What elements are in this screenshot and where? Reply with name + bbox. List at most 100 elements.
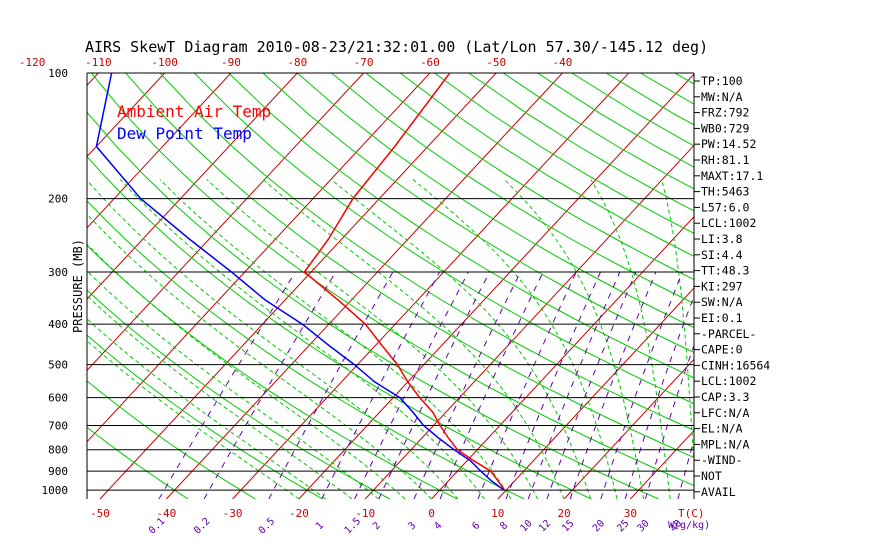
dry-adiabat	[159, 73, 694, 431]
dry-adiabat	[87, 111, 659, 499]
moist-adiabat	[661, 179, 694, 470]
panel-item: SI:4.4	[701, 248, 743, 262]
mixing-ratio-unit-label: W(g/kg)	[668, 520, 710, 531]
mixing-ratio-line	[624, 294, 694, 499]
panel-item: FRZ:792	[701, 106, 749, 120]
mixing-ratio-label: 4	[432, 520, 444, 532]
pressure-tick-label: 900	[48, 465, 68, 478]
moist-adiabat	[330, 179, 592, 499]
bottom-temp-label: -10	[355, 507, 375, 520]
panel-item: LFC:N/A	[701, 406, 750, 420]
pressure-tick-label: 700	[48, 420, 68, 433]
dry-adiabat	[193, 73, 694, 405]
mixing-ratio-label: 25	[615, 518, 631, 534]
mixing-ratio-label: 6	[470, 520, 482, 532]
dewpoint-profile-line	[95, 73, 505, 491]
isotherm-line	[165, 73, 563, 499]
moist-adiabat	[87, 270, 379, 499]
moist-adiabat	[159, 179, 512, 499]
mixing-ratio-label: 10	[518, 518, 534, 534]
pressure-tick-label: 800	[48, 444, 68, 457]
bottom-temp-label: -20	[289, 507, 309, 520]
top-temp-label: -90	[221, 56, 241, 69]
bottom-temp-label: 20	[557, 507, 570, 520]
pressure-tick-label: 200	[48, 193, 68, 206]
panel-item: MPL:N/A	[701, 437, 750, 451]
panel-item: MW:N/A	[701, 90, 743, 104]
panel-item: -PARCEL-	[701, 327, 756, 341]
pressure-tick-label: 100	[48, 67, 68, 80]
mixing-ratio-line	[477, 271, 577, 499]
mixing-ratio-line	[413, 271, 521, 499]
mixing-ratio-line	[569, 271, 657, 499]
pressure-tick-label: 400	[48, 318, 68, 331]
dry-adiabat	[87, 200, 525, 499]
mixing-ratio-label: 15	[560, 518, 576, 534]
panel-item: LCL:1002	[701, 374, 756, 388]
isotherm-line	[87, 73, 166, 158]
panel-item: TT:48.3	[701, 264, 750, 278]
temp-unit-label: T(C)	[678, 507, 705, 520]
top-temp-label: -100	[151, 56, 178, 69]
panel-item: -WIND-	[701, 453, 743, 467]
moist-adiabat	[87, 243, 406, 499]
mixing-ratio-label: 0.2	[192, 516, 213, 537]
moist-adiabat	[87, 295, 353, 499]
mixing-ratio-label: 8	[498, 520, 510, 532]
moist-adiabat	[87, 179, 459, 499]
mixing-ratio-label: 1	[314, 520, 326, 532]
dry-adiabat	[434, 73, 694, 234]
mixing-ratio-line	[203, 271, 337, 499]
isotherm-line	[99, 73, 497, 499]
bottom-temp-label: 30	[624, 507, 637, 520]
top-temp-label: -40	[553, 56, 573, 69]
mixing-ratio-label: 30	[635, 518, 651, 534]
dry-adiabat	[399, 73, 694, 257]
y-axis-label: PRESSURE (MB)	[71, 239, 85, 333]
moist-adiabat	[262, 179, 565, 499]
panel-item: MAXT:17.1	[701, 169, 763, 183]
mixing-ratio-line	[378, 271, 491, 499]
panel-item: CAP:3.3	[701, 390, 750, 404]
isotherm-line	[87, 73, 364, 372]
mixing-ratio-label: 2	[371, 520, 383, 532]
legend-entry: Dew Point Temp	[117, 124, 252, 143]
panel-item: PW:14.52	[701, 137, 756, 151]
panel-item: LI:3.8	[701, 232, 743, 246]
dry-adiabat	[262, 73, 694, 353]
dry-adiabat	[87, 380, 256, 499]
top-temp-label: -80	[287, 56, 307, 69]
panel-item: CINH:16564	[701, 358, 770, 372]
isotherm-line	[0, 73, 32, 499]
mixing-ratio-line	[505, 271, 601, 499]
temperature-profile-line	[303, 73, 506, 491]
mixing-ratio-line	[527, 271, 621, 499]
bottom-temp-label: 10	[491, 507, 504, 520]
dry-adiabat	[87, 426, 189, 499]
mixing-ratio-label: 20	[591, 518, 607, 534]
top-temp-label: -50	[486, 56, 506, 69]
isotherm-line	[87, 73, 431, 443]
moist-adiabat	[412, 179, 618, 499]
isotherm-line	[497, 287, 694, 499]
bottom-temp-label: 0	[428, 507, 435, 520]
dry-adiabat	[87, 334, 323, 499]
panel-item: L57:6.0	[701, 200, 750, 214]
dry-adiabat	[331, 73, 694, 304]
mixing-ratio-label: 3	[406, 520, 418, 532]
moist-adiabat	[206, 179, 539, 499]
panel-item: TH:5463	[701, 185, 750, 199]
isotherm-line	[763, 73, 870, 499]
pressure-tick-label: 500	[48, 359, 68, 372]
dry-adiabat	[125, 73, 694, 459]
bottom-temp-label: -50	[90, 507, 110, 520]
legend-entry: Ambient Air Temp	[117, 102, 271, 121]
pressure-tick-label: 300	[48, 266, 68, 279]
panel-item: NOT	[701, 469, 722, 483]
panel-item: WB0:729	[701, 121, 750, 135]
isotherm-line	[87, 73, 232, 229]
mixing-ratio-label: 12	[537, 518, 553, 534]
dry-adiabat	[296, 73, 694, 329]
moist-adiabat	[504, 179, 645, 499]
